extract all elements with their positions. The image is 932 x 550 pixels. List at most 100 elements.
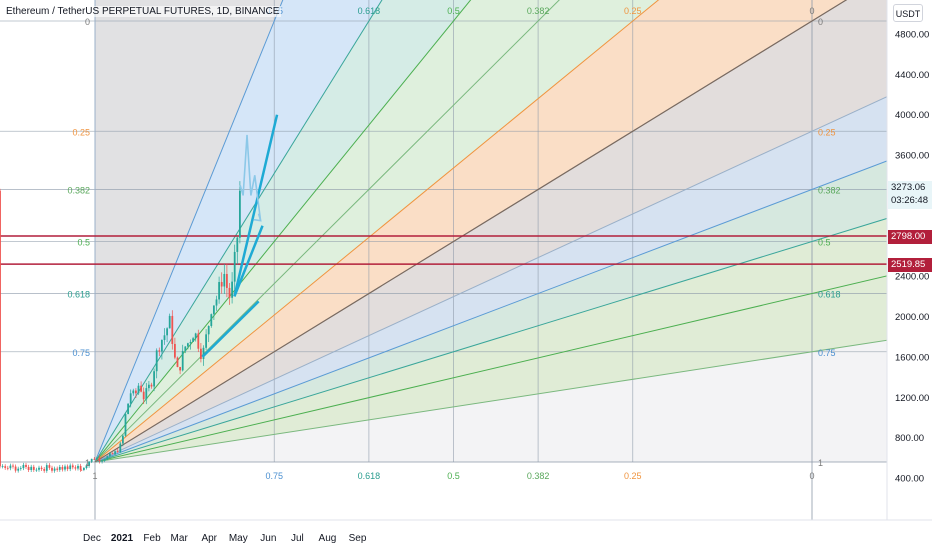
gann-level-label-left: 0	[85, 17, 90, 27]
candle-body	[137, 385, 140, 394]
candle-body	[197, 333, 200, 349]
candle-body	[48, 465, 51, 468]
candle-body	[153, 371, 155, 387]
gann-level-label-right: 0.25	[818, 127, 836, 137]
candle-body	[116, 451, 119, 453]
fan-ray	[94, 160, 887, 463]
candle-body	[40, 467, 43, 470]
candle-body	[173, 343, 176, 358]
gann-time-label-top: 0.5	[447, 6, 460, 16]
time-tick-label: Feb	[143, 533, 161, 544]
candle-body	[82, 468, 85, 470]
candle-body	[212, 305, 215, 315]
candle-body	[103, 459, 106, 461]
fan-ray	[94, 339, 887, 463]
candle-body	[106, 456, 109, 460]
gann-time-label-bottom: 1	[92, 471, 97, 481]
fan-ray	[94, 0, 660, 463]
gann-fan-fills	[95, 0, 887, 462]
candle-body	[145, 388, 148, 400]
candle-body	[88, 461, 90, 466]
candle-body	[218, 282, 220, 300]
level-high-tag: 2798.00	[888, 230, 932, 244]
fan-ray	[94, 0, 560, 463]
horizontal-levels[interactable]	[0, 235, 887, 265]
candle-body	[166, 328, 168, 336]
gann-level-label-right: 0.618	[818, 290, 841, 300]
price-tick-label: 2000.00	[895, 312, 929, 323]
candle-body	[74, 467, 77, 469]
candle-body	[51, 467, 53, 471]
candle-body	[233, 251, 236, 282]
candle-body	[14, 466, 17, 471]
trend-lines[interactable]	[201, 114, 279, 358]
candle-body	[129, 393, 132, 404]
candle-body	[45, 465, 48, 471]
candle-body	[69, 465, 72, 470]
candle-body	[25, 464, 27, 467]
time-tick-label: Jul	[291, 533, 304, 544]
candle-body	[32, 466, 35, 470]
trend-line[interactable]	[201, 300, 260, 358]
candle-body	[1, 466, 4, 467]
candle-body	[163, 335, 166, 340]
candle-body	[189, 341, 192, 344]
last-price-value: 3273.06	[891, 182, 926, 193]
candle-body	[207, 326, 210, 335]
price-tick-label: 4800.00	[895, 30, 929, 41]
candle-body	[119, 443, 122, 453]
candle-body	[225, 273, 228, 288]
candle-body	[184, 346, 187, 351]
gann-level-label-right: 1	[818, 458, 823, 468]
candle-body	[53, 468, 56, 471]
gann-level-label-left: 0.618	[67, 290, 90, 300]
time-axis[interactable]: Dec 2021 Feb Mar Apr May Jun Jul Aug Sep	[0, 519, 932, 544]
currency-button[interactable]: USDT	[893, 4, 923, 22]
candle-body	[228, 287, 231, 298]
fan-ray	[94, 217, 887, 463]
candle-body	[4, 466, 7, 468]
candle-body	[98, 457, 101, 461]
trend-line[interactable]	[233, 225, 264, 297]
candles	[0, 181, 241, 473]
candle-body	[111, 453, 114, 455]
gann-time-label-bottom: 0	[809, 471, 814, 481]
candle-body	[22, 464, 25, 469]
time-tick-label: Mar	[171, 533, 189, 544]
candle-body	[199, 348, 202, 359]
gann-time-label-top: 0	[809, 6, 814, 16]
candle-body	[134, 390, 137, 394]
candle-body	[140, 385, 142, 392]
candle-body	[101, 460, 103, 462]
fan-ray	[94, 96, 887, 463]
gann-time-label-top: 0.25	[624, 6, 642, 16]
candle-body	[0, 190, 1, 467]
projection-path[interactable]	[239, 134, 262, 221]
candle-body	[155, 350, 158, 372]
candle-body	[38, 467, 40, 470]
price-tick-label: 800.00	[895, 433, 924, 444]
candle-body	[210, 314, 213, 327]
fan-ray	[94, 275, 887, 463]
price-tick-label: 1600.00	[895, 352, 929, 363]
candle-body	[194, 333, 197, 339]
candle-body	[64, 466, 66, 470]
candle-body	[215, 299, 218, 306]
candle-body	[30, 466, 33, 471]
time-tick-label: Aug	[319, 533, 337, 544]
price-tick-label: 4400.00	[895, 70, 929, 81]
fan-ray-1x1	[94, 0, 848, 463]
candle-body	[93, 458, 96, 460]
candle-body	[171, 315, 174, 344]
candle-body	[19, 468, 22, 469]
trend-line[interactable]	[233, 114, 279, 297]
candle-body	[79, 465, 82, 470]
level-low-tag: 2519.85	[888, 258, 932, 272]
gann-time-label-bottom: 0.25	[624, 471, 642, 481]
candle-body	[127, 403, 129, 415]
gann-time-label-bottom: 0.5	[447, 471, 460, 481]
countdown-value: 03:26:48	[891, 195, 928, 206]
